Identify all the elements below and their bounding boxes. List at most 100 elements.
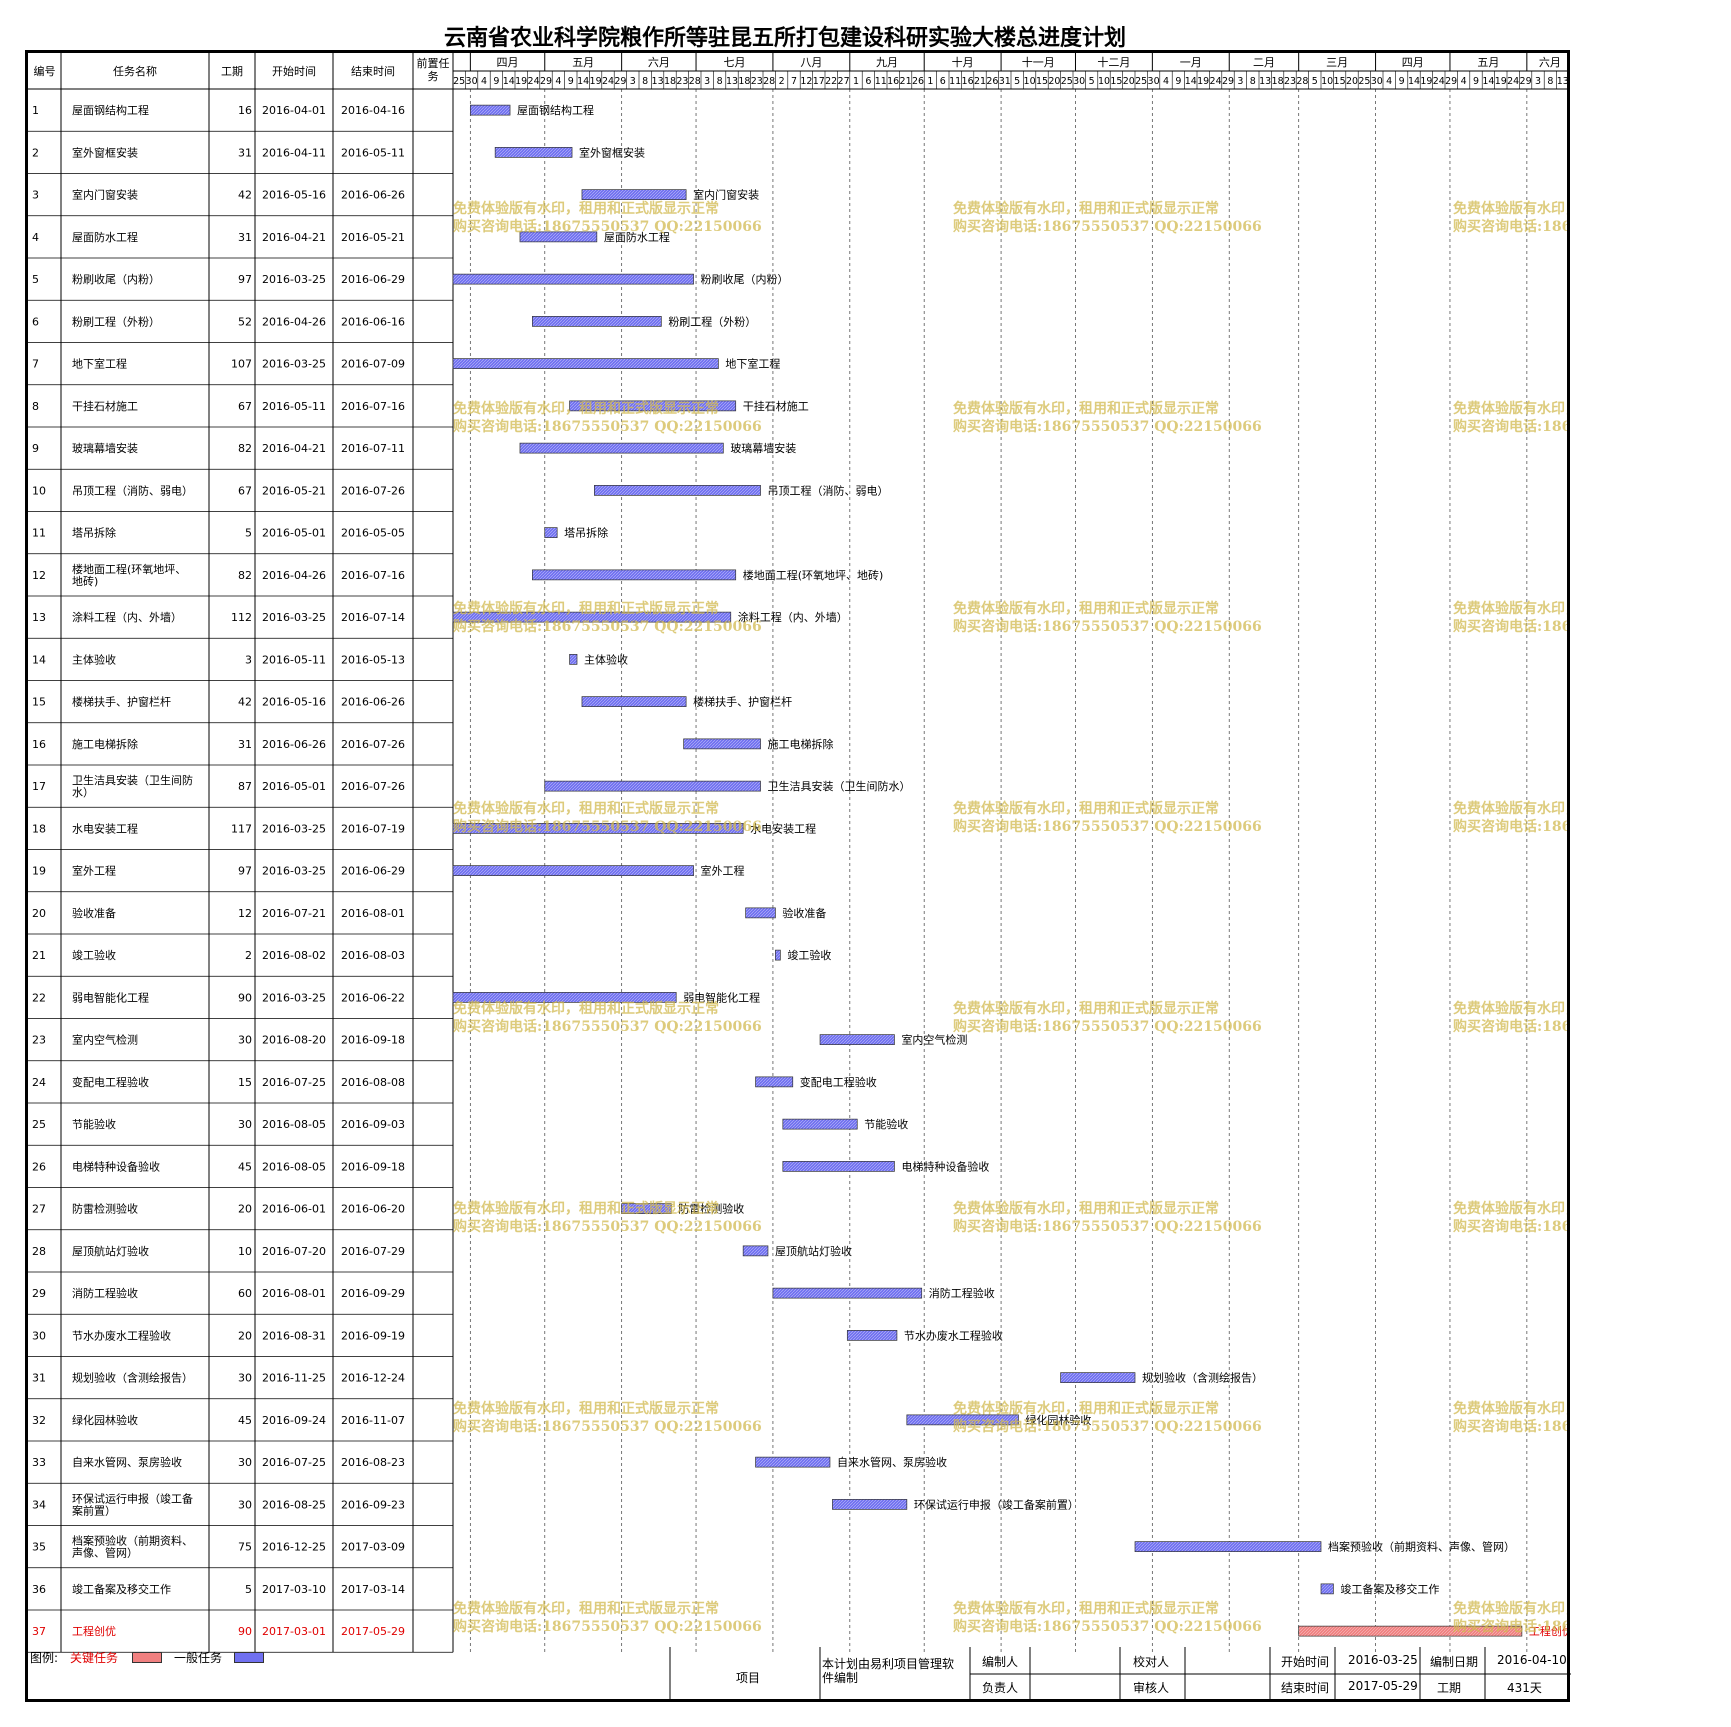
task-bar-label: 楼地面工程(环氧地坪、地砖) [743, 568, 884, 582]
legend-footer: 图例: 关键任务 一般任务 项目 本计划由易利项目管理软件编制 编制人 负责人 … [0, 1647, 1571, 1702]
day-tick-label: 19 [1495, 76, 1507, 87]
column-header: 开始时间 [272, 64, 316, 78]
day-tick-label: 21 [900, 76, 912, 87]
day-tick-label: 9 [1399, 76, 1405, 87]
task-name: 竣工备案及移交工作 [72, 1582, 171, 1596]
task-name: 节水办废水工程验收 [72, 1328, 171, 1342]
task-bar-label: 屋面防水工程 [604, 230, 670, 244]
day-tick-label: 18 [738, 76, 750, 87]
task-start: 2016-07-21 [262, 907, 326, 920]
month-label: 一月 [1180, 56, 1202, 69]
task-bar [1320, 1583, 1334, 1595]
task-name: 粉刷工程（外粉） [72, 315, 160, 328]
task-name: 卫生洁具安装（卫生间防 [72, 773, 193, 787]
task-duration: 67 [238, 400, 252, 413]
task-name: 楼梯扶手、护窗栏杆 [72, 695, 171, 709]
task-bar [452, 611, 732, 623]
task-bar [782, 1161, 895, 1172]
task-bar [775, 949, 781, 961]
task-duration: 30 [238, 1498, 252, 1511]
task-id: 29 [32, 1287, 46, 1300]
task-end: 2016-04-16 [341, 104, 405, 117]
task-start: 2016-09-24 [262, 1414, 326, 1427]
task-bar-label: 弱电智能化工程 [683, 990, 760, 1004]
day-tick-label: 25 [1358, 76, 1370, 87]
day-tick-label: 20 [1048, 76, 1060, 87]
task-bar-label: 卫生洁具安装（卫生间防水） [768, 779, 911, 793]
day-tick-label: 13 [726, 76, 738, 87]
task-start: 2016-08-02 [262, 949, 326, 962]
footer-compiler-label: 编制人 [982, 1655, 1019, 1669]
task-name: 案前置） [72, 1503, 116, 1517]
task-bar [1298, 1625, 1523, 1637]
task-duration: 2 [245, 949, 252, 962]
day-tick-label: 25 [453, 76, 465, 87]
task-bar [581, 189, 687, 200]
task-duration: 97 [238, 865, 252, 878]
task-bar [772, 1287, 923, 1299]
day-tick-label: 12 [800, 76, 812, 87]
task-name: 屋面防水工程 [72, 230, 138, 244]
task-start: 2016-03-25 [262, 358, 326, 371]
month-label: 七月 [723, 56, 745, 69]
task-name: 玻璃幕墙安装 [72, 441, 138, 455]
day-tick-label: 10 [1024, 76, 1036, 87]
task-start: 2016-04-26 [262, 569, 326, 582]
task-bar [742, 1245, 769, 1257]
task-bar-label: 粉刷收尾（内粉） [701, 272, 789, 286]
task-start: 2016-07-25 [262, 1076, 326, 1089]
day-tick-label: 9 [568, 76, 574, 87]
task-duration: 15 [238, 1076, 252, 1089]
task-name: 电梯特种设备验收 [72, 1159, 160, 1173]
task-end: 2016-07-26 [341, 738, 405, 751]
day-tick-label: 19 [590, 76, 602, 87]
task-id: 26 [32, 1160, 46, 1173]
footer-end-value: 2017-05-29 [1348, 1679, 1418, 1693]
task-duration: 31 [238, 738, 252, 751]
day-tick-label: 3 [1237, 76, 1243, 87]
day-tick-label: 20 [1123, 76, 1135, 87]
task-name: 弱电智能化工程 [72, 990, 149, 1004]
task-duration: 87 [238, 780, 252, 793]
task-name: 变配电工程验收 [72, 1075, 149, 1089]
task-end: 2016-07-09 [341, 358, 405, 371]
task-bar-label: 塔吊拆除 [564, 526, 608, 540]
task-start: 2016-05-16 [262, 189, 326, 202]
task-bar-label: 玻璃幕墙安装 [730, 441, 796, 455]
task-name: 室内空气检测 [72, 1033, 138, 1047]
task-name: 室外工程 [72, 864, 116, 878]
task-bar-label: 室内空气检测 [901, 1033, 967, 1047]
day-tick-label: 11 [949, 76, 961, 87]
day-tick-label: 26 [986, 76, 998, 87]
task-start: 2016-04-21 [262, 231, 326, 244]
day-tick-label: 4 [1386, 76, 1392, 87]
task-bar [755, 1076, 794, 1088]
task-id: 35 [32, 1541, 46, 1554]
day-tick-label: 14 [1185, 76, 1197, 87]
task-start: 2016-06-01 [262, 1203, 326, 1216]
day-tick-label: 25 [1135, 76, 1147, 87]
task-bar [846, 1330, 898, 1341]
day-tick-label: 9 [1175, 76, 1181, 87]
task-end: 2016-05-11 [341, 146, 405, 159]
task-name: 规划验收（含测绘报告） [72, 1371, 193, 1385]
day-tick-label: 30 [1148, 76, 1160, 87]
task-bar-label: 工程创优 [1529, 1625, 1570, 1638]
day-tick-label: 3 [704, 76, 710, 87]
task-end: 2016-08-01 [341, 907, 405, 920]
day-tick-label: 1 [853, 76, 859, 87]
task-name: 环保试运行申报（竣工备 [72, 1491, 193, 1505]
day-tick-label: 13 [1259, 76, 1271, 87]
task-bar [452, 992, 677, 1003]
task-end: 2017-05-29 [341, 1625, 405, 1638]
task-id: 7 [32, 358, 39, 371]
task-end: 2016-09-18 [341, 1160, 405, 1173]
task-id: 32 [32, 1414, 46, 1427]
day-tick-label: 30 [466, 76, 478, 87]
task-id: 18 [32, 822, 46, 835]
task-name: 消防工程验收 [72, 1286, 138, 1300]
task-id: 25 [32, 1118, 46, 1131]
task-name: 干挂石材施工 [72, 399, 138, 413]
footer-start-value: 2016-03-25 [1348, 1653, 1418, 1667]
task-start: 2016-05-11 [262, 653, 326, 666]
